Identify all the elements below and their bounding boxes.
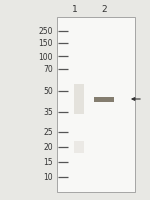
Text: 20: 20 xyxy=(43,143,53,152)
Bar xyxy=(74,141,84,153)
Bar xyxy=(74,85,84,114)
Text: 150: 150 xyxy=(39,39,53,48)
Text: 1: 1 xyxy=(72,5,78,14)
Text: 100: 100 xyxy=(39,52,53,61)
Bar xyxy=(94,97,114,102)
Text: 70: 70 xyxy=(43,65,53,74)
Text: 50: 50 xyxy=(43,87,53,96)
Text: 10: 10 xyxy=(43,173,53,182)
Text: 2: 2 xyxy=(101,5,107,14)
Text: 25: 25 xyxy=(43,128,53,137)
Text: 250: 250 xyxy=(39,27,53,36)
Text: 35: 35 xyxy=(43,108,53,117)
Bar xyxy=(57,18,135,192)
Text: 15: 15 xyxy=(43,158,53,167)
